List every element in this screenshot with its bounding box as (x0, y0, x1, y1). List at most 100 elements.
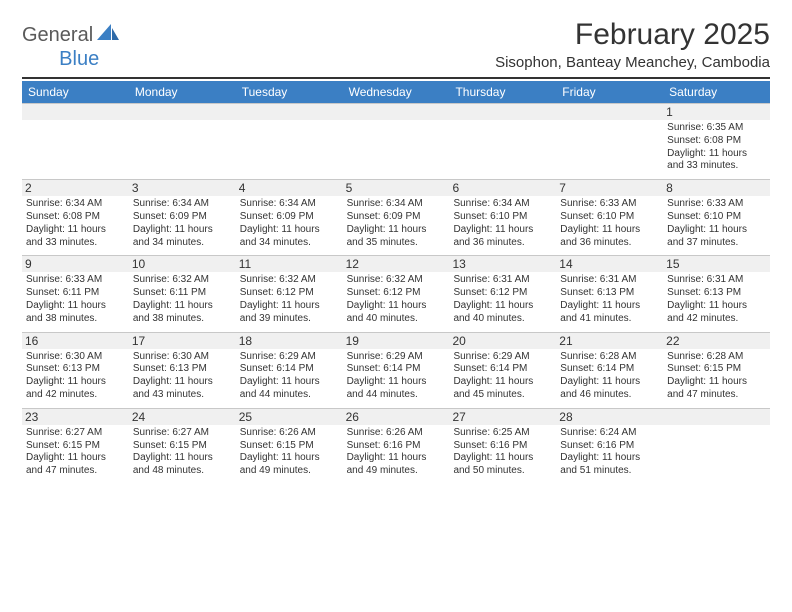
logo-sail-icon (97, 24, 119, 47)
calendar-cell: 25 Sunrise: 6:26 AMSunset: 6:15 PMDayligh… (236, 408, 343, 484)
calendar-cell: 4Sunrise: 6:34 AMSunset: 6:09 PMDaylight… (236, 179, 343, 255)
day-number: 5 (343, 180, 450, 196)
calendar-cell (129, 103, 236, 179)
day-details: Sunrise: 6:35 AMSunset: 6:08 PMDaylight:… (667, 122, 766, 173)
calendar-cell: 8 Sunrise: 6:33 AMSunset: 6:10 PMDaylight… (663, 179, 770, 255)
day-details: Sunrise: 6:34 AMSunset: 6:08 PMDaylight:… (26, 198, 125, 249)
header: General Blue February 2025 Sisophon, Ban… (22, 18, 770, 71)
day-details: Sunrise: 6:26 AMSunset: 6:16 PMDaylight:… (347, 427, 446, 478)
calendar-cell: 20 Sunrise: 6:29 AMSunset: 6:14 PMDayligh… (449, 332, 556, 408)
calendar-cell: 1 Sunrise: 6:35 AMSunset: 6:08 PMDaylight… (663, 103, 770, 179)
day-number: 18 (236, 333, 343, 349)
calendar-cell: 19 Sunrise: 6:29 AMSunset: 6:14 PMDayligh… (343, 332, 450, 408)
calendar-row: 9Sunrise: 6:33 AMSunset: 6:11 PMDaylight… (22, 255, 770, 331)
calendar-cell: 6 Sunrise: 6:34 AMSunset: 6:10 PMDaylight… (449, 179, 556, 255)
calendar-cell (22, 103, 129, 179)
dayhead-saturday: Saturday (663, 81, 770, 103)
dayhead-tuesday: Tuesday (236, 81, 343, 103)
dayhead-thursday: Thursday (449, 81, 556, 103)
day-details: Sunrise: 6:32 AMSunset: 6:12 PMDaylight:… (347, 274, 446, 325)
day-details: Sunrise: 6:31 AMSunset: 6:13 PMDaylight:… (667, 274, 766, 325)
dayhead-friday: Friday (556, 81, 663, 103)
day-number: 21 (556, 333, 663, 349)
day-details: Sunrise: 6:30 AMSunset: 6:13 PMDaylight:… (133, 351, 232, 402)
day-number: 11 (236, 256, 343, 272)
calendar-cell: 24 Sunrise: 6:27 AMSunset: 6:15 PMDayligh… (129, 408, 236, 484)
day-number: 16 (22, 333, 129, 349)
day-number (449, 104, 556, 120)
calendar-cell: 2Sunrise: 6:34 AMSunset: 6:08 PMDaylight… (22, 179, 129, 255)
logo-text-general: General (22, 24, 93, 47)
day-number: 25 (236, 409, 343, 425)
calendar-cell: 18Sunrise: 6:29 AMSunset: 6:14 PMDayligh… (236, 332, 343, 408)
day-details: Sunrise: 6:33 AMSunset: 6:10 PMDaylight:… (667, 198, 766, 249)
day-details: Sunrise: 6:32 AMSunset: 6:12 PMDaylight:… (240, 274, 339, 325)
day-number: 28 (556, 409, 663, 425)
calendar-cell (449, 103, 556, 179)
calendar-cell: 14Sunrise: 6:31 AMSunset: 6:13 PMDayligh… (556, 255, 663, 331)
day-number (129, 104, 236, 120)
title-block: February 2025 Sisophon, Banteay Meanchey… (495, 18, 770, 71)
calendar-cell: 28 Sunrise: 6:24 AMSunset: 6:16 PMDayligh… (556, 408, 663, 484)
day-details: Sunrise: 6:24 AMSunset: 6:16 PMDaylight:… (560, 427, 659, 478)
day-number: 19 (343, 333, 450, 349)
dayhead-sunday: Sunday (22, 81, 129, 103)
dayhead-wednesday: Wednesday (343, 81, 450, 103)
calendar-cell: 23Sunrise: 6:27 AMSunset: 6:15 PMDayligh… (22, 408, 129, 484)
day-number: 13 (449, 256, 556, 272)
day-number (22, 104, 129, 120)
day-number: 12 (343, 256, 450, 272)
month-title: February 2025 (495, 18, 770, 52)
day-details: Sunrise: 6:26 AMSunset: 6:15 PMDaylight:… (240, 427, 339, 478)
day-number: 8 (663, 180, 770, 196)
day-number: 17 (129, 333, 236, 349)
day-number: 1 (663, 104, 770, 120)
day-details: Sunrise: 6:32 AMSunset: 6:11 PMDaylight:… (133, 274, 232, 325)
day-number: 24 (129, 409, 236, 425)
day-number: 6 (449, 180, 556, 196)
day-number: 3 (129, 180, 236, 196)
day-number (343, 104, 450, 120)
calendar-cell: 16 Sunrise: 6:30 AMSunset: 6:13 PMDayligh… (22, 332, 129, 408)
day-details: Sunrise: 6:34 AMSunset: 6:10 PMDaylight:… (453, 198, 552, 249)
day-number: 7 (556, 180, 663, 196)
calendar-cell: 9Sunrise: 6:33 AMSunset: 6:11 PMDaylight… (22, 255, 129, 331)
calendar-cell (236, 103, 343, 179)
day-number: 22 (663, 333, 770, 349)
day-details: Sunrise: 6:34 AMSunset: 6:09 PMDaylight:… (240, 198, 339, 249)
calendar-row: 2Sunrise: 6:34 AMSunset: 6:08 PMDaylight… (22, 179, 770, 255)
day-number: 15 (663, 256, 770, 272)
day-number: 26 (343, 409, 450, 425)
location: Sisophon, Banteay Meanchey, Cambodia (495, 54, 770, 71)
calendar: Sunday Monday Tuesday Wednesday Thursday… (22, 81, 770, 484)
dayhead-monday: Monday (129, 81, 236, 103)
logo-text-blue: Blue (59, 48, 99, 71)
calendar-row: 16Sunrise: 6:30 AMSunset: 6:13 PMDayligh… (22, 332, 770, 408)
day-details: Sunrise: 6:28 AMSunset: 6:14 PMDaylight:… (560, 351, 659, 402)
day-details: Sunrise: 6:29 AMSunset: 6:14 PMDaylight:… (347, 351, 446, 402)
day-number (236, 104, 343, 120)
calendar-cell: 15 Sunrise: 6:31 AMSunset: 6:13 PMDayligh… (663, 255, 770, 331)
day-details: Sunrise: 6:29 AMSunset: 6:14 PMDaylight:… (453, 351, 552, 402)
calendar-cell: 22 Sunrise: 6:28 AMSunset: 6:15 PMDayligh… (663, 332, 770, 408)
calendar-body: 1 Sunrise: 6:35 AMSunset: 6:08 PMDaylight… (22, 103, 770, 484)
day-number (663, 409, 770, 425)
day-details: Sunrise: 6:31 AMSunset: 6:12 PMDaylight:… (453, 274, 552, 325)
calendar-cell: 17 Sunrise: 6:30 AMSunset: 6:13 PMDayligh… (129, 332, 236, 408)
day-details: Sunrise: 6:28 AMSunset: 6:15 PMDaylight:… (667, 351, 766, 402)
day-number: 23 (22, 409, 129, 425)
calendar-cell: 3Sunrise: 6:34 AMSunset: 6:09 PMDaylight… (129, 179, 236, 255)
day-number: 27 (449, 409, 556, 425)
day-details: Sunrise: 6:30 AMSunset: 6:13 PMDaylight:… (26, 351, 125, 402)
day-details: Sunrise: 6:27 AMSunset: 6:15 PMDaylight:… (133, 427, 232, 478)
calendar-cell: 21 Sunrise: 6:28 AMSunset: 6:14 PMDayligh… (556, 332, 663, 408)
calendar-cell: 13 Sunrise: 6:31 AMSunset: 6:12 PMDayligh… (449, 255, 556, 331)
day-details: Sunrise: 6:34 AMSunset: 6:09 PMDaylight:… (347, 198, 446, 249)
day-number: 20 (449, 333, 556, 349)
calendar-row: 23Sunrise: 6:27 AMSunset: 6:15 PMDayligh… (22, 408, 770, 484)
header-rule (22, 77, 770, 79)
logo: General Blue (22, 18, 121, 47)
day-number: 14 (556, 256, 663, 272)
calendar-head-row: Sunday Monday Tuesday Wednesday Thursday… (22, 81, 770, 103)
calendar-row: 1 Sunrise: 6:35 AMSunset: 6:08 PMDaylight… (22, 103, 770, 179)
